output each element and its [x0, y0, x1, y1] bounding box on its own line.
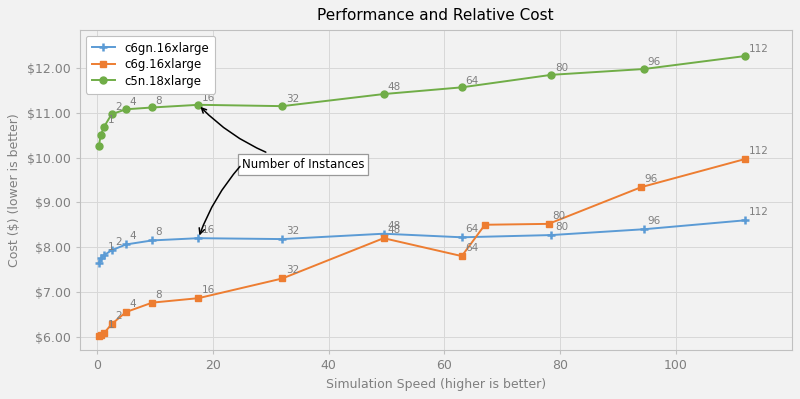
Text: 112: 112	[749, 44, 769, 54]
c6gn.16xlarge	[147, 238, 157, 243]
Text: 80: 80	[555, 222, 568, 232]
c6gn.16xlarge	[194, 236, 203, 241]
Text: 64: 64	[466, 75, 478, 85]
Text: 2: 2	[115, 103, 122, 113]
Text: 16: 16	[202, 93, 215, 103]
Text: 2: 2	[115, 237, 122, 247]
c5n.18xlarge	[147, 105, 157, 110]
c6g.16xlarge	[741, 156, 750, 161]
c5n.18xlarge	[379, 92, 389, 97]
Text: 32: 32	[286, 265, 299, 275]
Text: 8: 8	[156, 290, 162, 300]
c5n.18xlarge	[457, 85, 466, 90]
c6g.16xlarge	[379, 236, 389, 241]
c6gn.16xlarge	[457, 235, 466, 240]
Text: 64: 64	[466, 243, 478, 253]
c5n.18xlarge	[94, 144, 104, 148]
c6gn.16xlarge	[379, 231, 389, 236]
c6gn.16xlarge	[546, 233, 556, 237]
Text: 64: 64	[466, 224, 478, 234]
Line: c6g.16xlarge: c6g.16xlarge	[96, 156, 748, 339]
Y-axis label: Cost ($) (lower is better): Cost ($) (lower is better)	[8, 113, 22, 267]
Text: 48: 48	[387, 82, 400, 92]
c6gn.16xlarge	[96, 256, 106, 261]
c6gn.16xlarge	[278, 237, 287, 241]
Text: 1: 1	[107, 115, 114, 125]
c5n.18xlarge	[278, 104, 287, 109]
c6g.16xlarge	[107, 322, 117, 326]
Text: 1: 1	[107, 320, 114, 330]
Text: 80: 80	[555, 63, 568, 73]
Line: c5n.18xlarge: c5n.18xlarge	[95, 53, 749, 150]
c6gn.16xlarge	[639, 227, 649, 232]
c5n.18xlarge	[107, 112, 117, 117]
c6g.16xlarge	[122, 310, 131, 314]
c5n.18xlarge	[96, 133, 106, 138]
c6g.16xlarge	[636, 185, 646, 190]
Text: 16: 16	[202, 285, 215, 295]
Text: 32: 32	[286, 94, 299, 105]
Text: 16: 16	[202, 225, 215, 235]
c6g.16xlarge	[94, 334, 104, 339]
Text: 96: 96	[645, 174, 658, 184]
Text: 112: 112	[749, 207, 769, 217]
Text: 1: 1	[107, 242, 114, 252]
c5n.18xlarge	[99, 124, 109, 129]
c6gn.16xlarge	[741, 218, 750, 223]
c6g.16xlarge	[194, 296, 203, 300]
c6g.16xlarge	[480, 222, 490, 227]
Text: 48: 48	[387, 225, 400, 235]
Text: 112: 112	[749, 146, 769, 156]
c5n.18xlarge	[546, 73, 556, 77]
c6gn.16xlarge	[122, 242, 131, 247]
Text: Number of Instances: Number of Instances	[202, 108, 364, 171]
c5n.18xlarge	[741, 53, 750, 58]
c6g.16xlarge	[147, 300, 157, 305]
Text: 48: 48	[387, 221, 400, 231]
Text: 80: 80	[552, 211, 565, 221]
c6g.16xlarge	[544, 221, 554, 226]
Text: 4: 4	[130, 231, 136, 241]
Text: 8: 8	[156, 96, 162, 106]
c6g.16xlarge	[278, 276, 287, 281]
Text: 96: 96	[647, 57, 661, 67]
Text: 32: 32	[286, 226, 299, 236]
Title: Performance and Relative Cost: Performance and Relative Cost	[318, 8, 554, 23]
c6gn.16xlarge	[99, 253, 109, 258]
c5n.18xlarge	[194, 103, 203, 107]
Text: 4: 4	[130, 299, 136, 309]
X-axis label: Simulation Speed (higher is better): Simulation Speed (higher is better)	[326, 378, 546, 391]
c6g.16xlarge	[96, 333, 106, 338]
c6gn.16xlarge	[107, 248, 117, 253]
Text: 8: 8	[156, 227, 162, 237]
c6gn.16xlarge	[94, 261, 104, 265]
Line: c6gn.16xlarge: c6gn.16xlarge	[94, 216, 750, 267]
c5n.18xlarge	[639, 67, 649, 71]
c5n.18xlarge	[122, 107, 131, 112]
Legend: c6gn.16xlarge, c6g.16xlarge, c5n.18xlarge: c6gn.16xlarge, c6g.16xlarge, c5n.18xlarg…	[86, 36, 215, 94]
c6g.16xlarge	[457, 254, 466, 259]
c6g.16xlarge	[99, 331, 109, 336]
Text: 4: 4	[130, 97, 136, 107]
Text: 96: 96	[647, 216, 661, 226]
Text: 2: 2	[115, 311, 122, 321]
